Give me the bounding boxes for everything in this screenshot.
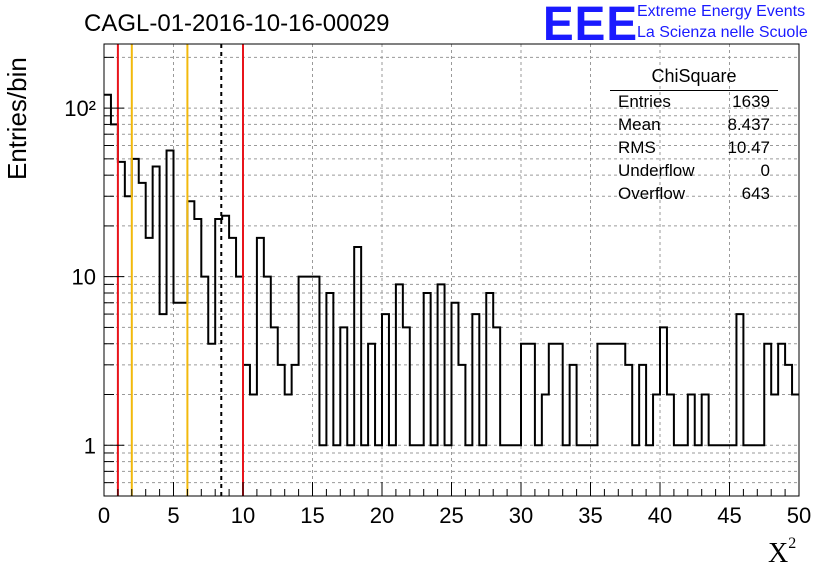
- x-axis-label: X2: [768, 534, 797, 570]
- x-tick-label: 15: [300, 503, 324, 528]
- marker-lines-layer: [116, 44, 244, 496]
- stats-title: ChiSquare: [651, 66, 737, 86]
- stats-divider: [610, 90, 778, 91]
- x-tick-label: 20: [370, 503, 394, 528]
- x-axis-label-main: X: [768, 538, 789, 569]
- stat-name: RMS: [618, 138, 656, 157]
- grid-layer: [104, 44, 799, 496]
- x-tick-label: 50: [787, 503, 811, 528]
- stat-row-entries: Entries 1639: [618, 92, 770, 115]
- stat-name: Entries: [618, 92, 671, 111]
- plot-title: CAGL-01-2016-10-16-00029: [84, 10, 390, 37]
- stat-value: 10.47: [727, 138, 770, 157]
- x-tick-label: 25: [439, 503, 463, 528]
- stat-value: 643: [741, 184, 770, 203]
- stat-value: 8.437: [727, 115, 770, 134]
- x-tick-label: 45: [717, 503, 741, 528]
- logo-subtitle-2: La Scienza nelle Scuole: [637, 24, 808, 41]
- x-tick-label: 5: [167, 503, 179, 528]
- y-tick-label: 1: [84, 433, 96, 458]
- stat-value: 1639: [732, 92, 770, 111]
- stat-name: Underflow: [618, 161, 695, 180]
- x-tick-label: 35: [578, 503, 602, 528]
- y-axis-label: Entries/bin: [2, 57, 32, 180]
- eee-logo: EEE: [543, 0, 639, 51]
- y-tick-label: 10²: [64, 96, 96, 121]
- logo-subtitle-1: Extreme Energy Events: [637, 3, 806, 20]
- x-tick-label: 30: [509, 503, 533, 528]
- stat-row-underflow: Underflow 0: [618, 161, 770, 184]
- histogram-outline: [104, 93, 799, 447]
- stat-row-rms: RMS 10.47: [618, 138, 770, 161]
- x-tick-label: 0: [98, 503, 110, 528]
- y-tick-label: 10: [72, 265, 96, 290]
- x-tick-label: 10: [231, 503, 255, 528]
- stat-value: 0: [760, 161, 770, 180]
- x-axis-label-sup: 2: [788, 534, 797, 552]
- stat-row-overflow: Overflow 643: [618, 184, 770, 207]
- histogram-layer: [104, 93, 799, 447]
- stat-name: Overflow: [618, 184, 686, 203]
- x-tick-label: 40: [648, 503, 672, 528]
- tick-layer: 0 5 10 15 20 25 30 35 40 45 50 1 10 10²: [64, 56, 811, 528]
- stat-name: Mean: [618, 115, 661, 134]
- stat-row-mean: Mean 8.437: [618, 115, 770, 138]
